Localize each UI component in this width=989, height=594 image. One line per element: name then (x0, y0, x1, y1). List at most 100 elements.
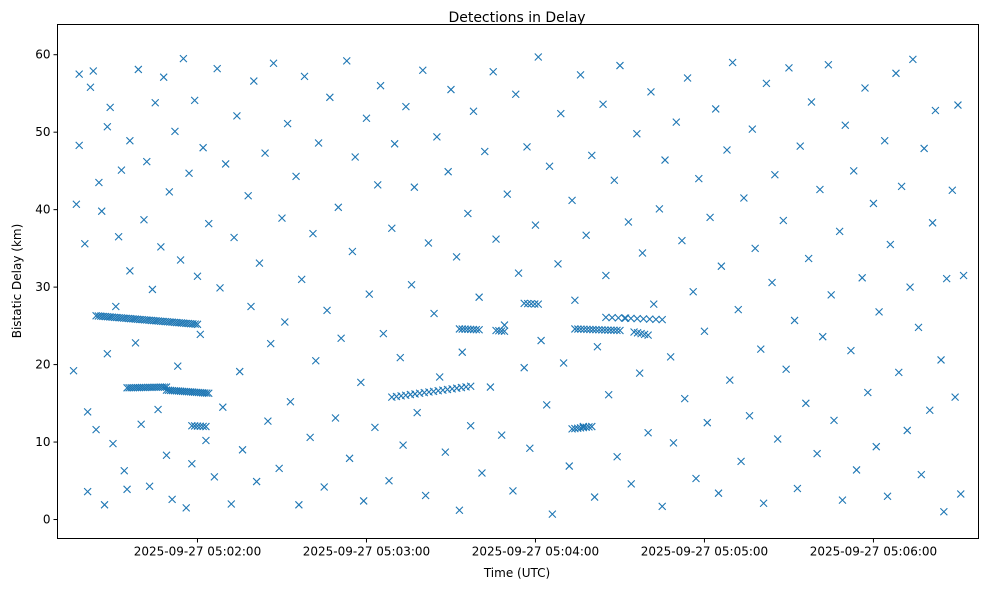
data-point (593, 342, 602, 351)
data-points (69, 53, 968, 518)
data-point (582, 231, 591, 240)
data-point (300, 72, 309, 81)
data-point (463, 209, 472, 218)
data-point (154, 405, 162, 414)
chart-title: Detections in Delay (448, 10, 585, 26)
data-point (469, 107, 478, 116)
data-point (373, 180, 382, 189)
data-point (292, 172, 300, 181)
data-point (80, 239, 89, 248)
data-point (497, 327, 506, 335)
data-point (700, 327, 709, 336)
y-tick-label: 60 (35, 48, 50, 62)
x-tick-label: 2025-09-27 05:06:00 (810, 545, 937, 559)
y-tick-label: 0 (43, 513, 51, 527)
data-point (266, 339, 275, 348)
data-point (162, 451, 171, 460)
data-point (286, 397, 295, 406)
data-point (669, 438, 678, 447)
data-point (587, 151, 596, 160)
data-point (444, 167, 453, 176)
data-point (680, 394, 689, 403)
data-point (580, 325, 588, 334)
data-point (83, 487, 92, 496)
data-point (244, 191, 253, 200)
data-point (362, 114, 371, 123)
data-point (886, 240, 895, 249)
data-point (956, 490, 965, 498)
data-point (613, 326, 621, 335)
data-point (559, 359, 568, 367)
data-point (830, 416, 838, 425)
data-point (804, 254, 813, 263)
data-point (614, 313, 623, 322)
data-point (954, 101, 962, 109)
data-point (123, 485, 131, 494)
data-point (531, 221, 540, 230)
data-point (556, 109, 565, 118)
data-point (782, 365, 791, 374)
data-point (599, 100, 607, 109)
data-point (199, 422, 208, 431)
data-point (883, 492, 892, 501)
data-point (908, 55, 917, 64)
data-point (928, 218, 937, 227)
data-point (548, 510, 557, 518)
data-point (576, 70, 585, 79)
data-point (530, 300, 539, 308)
data-point (492, 235, 500, 243)
data-point (703, 418, 712, 427)
data-point (275, 464, 284, 473)
data-point (616, 61, 624, 70)
data-point (216, 284, 224, 292)
data-point (359, 497, 368, 505)
data-point (554, 259, 562, 268)
data-point (748, 125, 757, 133)
data-point (252, 477, 261, 486)
data-point (590, 493, 599, 501)
data-point (790, 316, 799, 325)
data-point (644, 331, 653, 340)
data-point (577, 325, 585, 334)
data-point (140, 215, 148, 224)
data-point (407, 280, 416, 289)
data-point (100, 500, 109, 509)
data-point (182, 504, 191, 512)
data-point (613, 452, 622, 461)
data-point (320, 483, 329, 491)
data-point (325, 93, 334, 102)
data-point (604, 326, 612, 334)
data-point (204, 389, 213, 398)
data-point (714, 489, 723, 498)
data-point (331, 414, 340, 422)
plot-frame (57, 24, 979, 539)
data-point (925, 406, 934, 415)
data-point (861, 84, 869, 92)
data-point (311, 356, 320, 365)
data-point (478, 469, 486, 477)
data-point (500, 327, 509, 336)
data-point (92, 425, 100, 434)
data-point (739, 194, 748, 202)
data-point (583, 325, 591, 334)
data-point (807, 98, 816, 106)
data-point (306, 433, 315, 442)
data-point (227, 500, 236, 508)
data-point (202, 436, 210, 445)
data-point (103, 349, 112, 358)
data-point (509, 486, 517, 495)
data-point (480, 147, 489, 156)
data-point (75, 141, 84, 150)
data-point (196, 330, 205, 339)
y-axis-label: Bistatic Delay (km) (10, 224, 24, 339)
data-point (542, 400, 551, 409)
data-point (475, 325, 484, 334)
data-point (639, 314, 648, 323)
data-point (190, 96, 199, 105)
data-point (948, 186, 957, 195)
data-point (278, 214, 286, 223)
data-point (148, 285, 157, 294)
x-tick-label: 2025-09-27 05:03:00 (303, 545, 430, 559)
data-point (527, 299, 536, 308)
data-point (779, 216, 788, 225)
